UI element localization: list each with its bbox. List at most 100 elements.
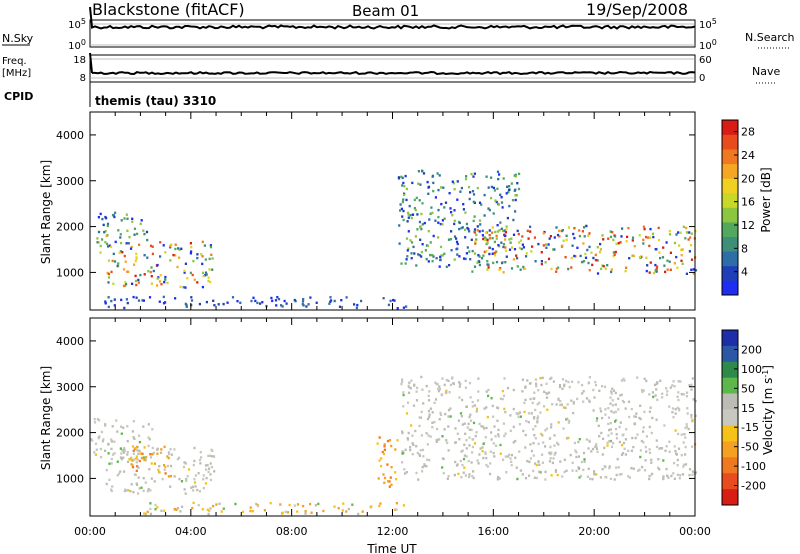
- scatter-cell: [570, 256, 573, 260]
- scatter-cell: [655, 248, 658, 251]
- scatter-cell: [493, 425, 496, 428]
- scatter-cell: [582, 390, 585, 393]
- scatter-cell: [182, 465, 186, 469]
- scatter-cell: [518, 241, 521, 244]
- scatter-cell: [198, 490, 201, 493]
- colorbar-swatch: [722, 222, 738, 237]
- scatter-cell: [469, 413, 472, 416]
- scatter-cell: [154, 503, 157, 507]
- scatter-cell: [534, 425, 537, 428]
- y-tick-label: 1000: [56, 266, 84, 279]
- scatter-cell: [628, 476, 631, 479]
- scatter-cell: [406, 438, 410, 441]
- scatter-cell: [668, 260, 671, 263]
- scatter-cell: [212, 504, 215, 508]
- scatter-cell: [421, 470, 424, 473]
- scatter-cell: [411, 442, 414, 445]
- scatter-cell: [536, 403, 539, 406]
- scatter-cell: [491, 237, 494, 240]
- scatter-cell: [569, 453, 572, 457]
- scatter-cell: [284, 510, 287, 513]
- scatter-cell: [466, 426, 469, 429]
- scatter-cell: [504, 249, 508, 252]
- scatter-cell: [167, 451, 170, 454]
- scatter-cell: [395, 508, 398, 511]
- scatter-cell: [210, 253, 213, 256]
- scatter-cell: [124, 488, 127, 491]
- scatter-cell: [677, 432, 680, 436]
- scatter-cell: [646, 264, 649, 267]
- scatter-cell: [577, 466, 580, 469]
- scatter-cell: [625, 428, 628, 431]
- scatter-cell: [501, 206, 504, 209]
- scatter-cell: [510, 267, 514, 270]
- scatter-cell: [674, 449, 677, 453]
- scatter-cell: [602, 437, 605, 441]
- scatter-cell: [462, 208, 465, 211]
- scatter-cell: [463, 443, 466, 446]
- scatter-cell: [642, 238, 645, 242]
- scatter-cell: [644, 459, 647, 462]
- scatter-cell: [577, 455, 581, 458]
- scatter-cell: [420, 227, 423, 231]
- scatter-cell: [309, 296, 312, 299]
- scatter-cell: [116, 460, 119, 463]
- scatter-cell: [411, 434, 414, 437]
- scatter-cell: [461, 449, 464, 452]
- scatter-cell: [138, 487, 141, 490]
- scatter-cell: [638, 416, 641, 420]
- scatter-cell: [406, 401, 410, 404]
- scatter-cell: [468, 473, 471, 476]
- scatter-cell: [470, 428, 473, 432]
- scatter-cell: [574, 449, 577, 452]
- scatter-cell: [618, 473, 621, 476]
- scatter-cell: [687, 238, 690, 241]
- scatter-cell: [639, 417, 642, 421]
- scatter-cell: [675, 452, 678, 455]
- scatter-cell: [347, 507, 350, 511]
- scatter-cell: [137, 278, 140, 282]
- scatter-cell: [99, 251, 102, 254]
- scatter-cell: [620, 235, 623, 238]
- scatter-cell: [448, 264, 451, 267]
- scatter-cell: [190, 250, 193, 253]
- scatter-cell: [406, 249, 409, 252]
- scatter-cell: [405, 258, 408, 261]
- scatter-cell: [525, 419, 528, 423]
- scatter-cell: [502, 394, 506, 397]
- scatter-cell: [458, 385, 461, 388]
- scatter-cell: [481, 446, 484, 449]
- scatter-cell: [518, 423, 521, 426]
- scatter-cell: [607, 434, 610, 437]
- scatter-cell: [166, 281, 169, 285]
- scatter-cell: [651, 232, 655, 235]
- colorbar-tick-label: 4: [741, 266, 748, 279]
- scatter-cell: [492, 186, 495, 190]
- scatter-cell: [526, 459, 529, 463]
- scatter-cell: [640, 439, 643, 443]
- colorbar-tick-label: 100: [741, 363, 762, 376]
- scatter-cell: [506, 185, 509, 188]
- scatter-cell: [293, 504, 296, 507]
- scatter-cell: [596, 259, 599, 262]
- scatter-cell: [124, 281, 127, 284]
- scatter-cell: [197, 472, 200, 475]
- scatter-cell: [413, 383, 416, 386]
- scatter-cell: [690, 258, 694, 261]
- scatter-cell: [259, 302, 262, 305]
- scatter-cell: [487, 207, 490, 210]
- scatter-cell: [582, 242, 585, 245]
- scatter-cell: [471, 445, 474, 449]
- scatter-cell: [126, 450, 129, 454]
- scatter-cell: [483, 236, 486, 239]
- scatter-cell: [665, 445, 668, 448]
- scatter-cell: [107, 245, 110, 248]
- scatter-cell: [100, 430, 103, 434]
- scatter-cell: [641, 390, 644, 394]
- scatter-cell: [649, 227, 652, 231]
- cpid-label: CPID: [4, 90, 33, 103]
- scatter-cell: [674, 412, 677, 415]
- scatter-cell: [201, 240, 204, 244]
- scatter-cell: [495, 444, 498, 447]
